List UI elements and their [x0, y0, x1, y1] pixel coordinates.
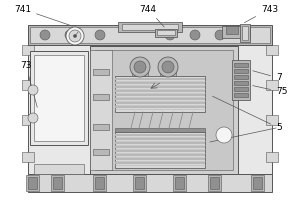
Bar	[115, 82, 205, 84]
Bar	[28, 25, 272, 45]
Circle shape	[74, 34, 76, 38]
Circle shape	[65, 30, 75, 40]
Text: 741: 741	[14, 4, 72, 26]
Bar	[222, 26, 250, 38]
Circle shape	[40, 30, 50, 40]
Circle shape	[28, 85, 38, 95]
Bar	[115, 158, 205, 160]
Bar	[115, 76, 205, 112]
Bar	[253, 177, 262, 189]
Circle shape	[216, 127, 232, 143]
Bar	[132, 67, 148, 77]
Text: 5: 5	[212, 96, 282, 132]
Bar	[115, 134, 205, 136]
Circle shape	[158, 57, 178, 77]
Bar	[115, 138, 205, 140]
Circle shape	[162, 61, 174, 73]
Bar	[115, 78, 205, 80]
Bar	[234, 87, 248, 91]
Bar	[251, 175, 264, 191]
Bar	[115, 146, 205, 148]
Bar	[90, 50, 112, 170]
Bar	[115, 162, 205, 164]
Bar	[115, 154, 205, 156]
Bar	[34, 164, 84, 174]
Circle shape	[165, 30, 175, 40]
Bar	[115, 128, 205, 132]
Bar	[95, 50, 233, 170]
Bar	[266, 152, 278, 162]
Bar	[93, 124, 109, 130]
Bar	[26, 175, 39, 191]
Bar	[234, 75, 248, 79]
Bar	[135, 177, 144, 189]
Bar	[157, 30, 175, 35]
Bar	[28, 26, 272, 174]
Bar	[234, 69, 248, 73]
Text: 75: 75	[253, 86, 287, 97]
Bar	[28, 174, 272, 192]
Bar	[266, 80, 278, 90]
Bar	[234, 81, 248, 85]
Bar	[208, 175, 221, 191]
Bar	[122, 24, 178, 30]
Circle shape	[95, 30, 105, 40]
Bar	[30, 27, 270, 43]
Bar	[173, 175, 186, 191]
Bar	[90, 46, 238, 174]
Bar	[115, 150, 205, 152]
Bar	[22, 45, 34, 55]
Bar	[210, 177, 219, 189]
Bar	[22, 152, 34, 162]
Bar	[160, 67, 176, 77]
Text: 744: 744	[140, 4, 164, 27]
Bar	[115, 102, 205, 104]
Bar	[242, 26, 248, 40]
Bar	[115, 86, 205, 88]
Bar	[133, 175, 146, 191]
Bar	[51, 175, 64, 191]
Bar	[28, 177, 37, 189]
Circle shape	[240, 30, 250, 40]
Bar	[118, 22, 182, 32]
Bar	[34, 55, 84, 141]
Bar	[115, 94, 205, 96]
Circle shape	[28, 113, 38, 123]
Bar	[93, 149, 109, 155]
Bar	[266, 45, 278, 55]
Bar	[226, 26, 238, 34]
Bar	[22, 80, 34, 90]
Text: 743: 743	[244, 4, 278, 23]
Circle shape	[69, 30, 81, 42]
Bar	[93, 69, 109, 75]
Text: 7: 7	[253, 71, 282, 82]
Bar	[115, 98, 205, 100]
Circle shape	[130, 57, 150, 77]
Bar	[234, 93, 248, 97]
Bar	[175, 177, 184, 189]
Bar	[22, 115, 34, 125]
Circle shape	[134, 61, 146, 73]
Bar	[266, 115, 278, 125]
Circle shape	[215, 30, 225, 40]
Text: 73: 73	[20, 60, 37, 107]
Circle shape	[66, 27, 84, 45]
Bar	[234, 63, 248, 67]
Bar	[115, 132, 205, 168]
Bar	[115, 142, 205, 144]
Bar	[30, 51, 88, 145]
Bar	[53, 177, 62, 189]
Bar	[93, 94, 109, 100]
Bar	[115, 90, 205, 92]
Circle shape	[190, 30, 200, 40]
Bar	[95, 177, 104, 189]
Bar	[115, 106, 205, 108]
Bar	[93, 175, 106, 191]
Bar	[232, 60, 250, 100]
Bar	[240, 24, 250, 42]
Bar	[155, 29, 177, 37]
